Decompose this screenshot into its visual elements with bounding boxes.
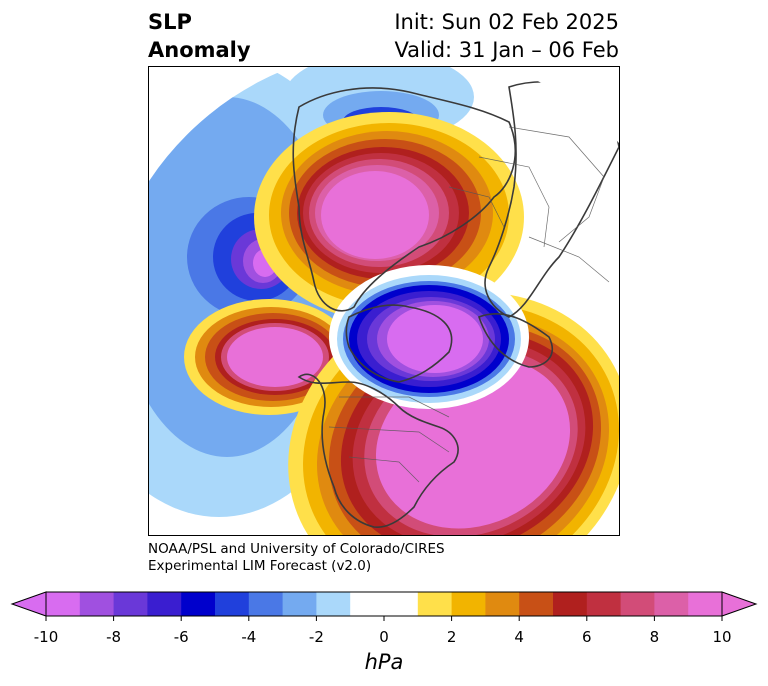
credit-line2: Experimental LIM Forecast (v2.0) xyxy=(148,558,372,574)
title-line1: SLP xyxy=(148,10,192,34)
colorbar-cell xyxy=(46,592,81,616)
colorbar-cell xyxy=(519,592,554,616)
colorbar-tick-label: 2 xyxy=(446,628,457,646)
colorbar-extend-high xyxy=(721,591,758,617)
colorbar-tick-label: 8 xyxy=(649,628,660,646)
colorbar-cell xyxy=(620,592,655,616)
map-svg xyxy=(149,67,619,535)
colorbar-cell xyxy=(79,592,115,616)
colorbar-cells xyxy=(46,592,723,616)
colorbar-cell xyxy=(350,592,385,616)
hudson-low xyxy=(329,265,529,409)
credit-text: NOAA/PSL and University of Colorado/CIRE… xyxy=(148,541,445,575)
colorbar-cell xyxy=(282,592,317,616)
credit-line1: NOAA/PSL and University of Colorado/CIRE… xyxy=(148,541,445,557)
title-left: SLP Anomaly xyxy=(148,8,251,64)
colorbar-cell xyxy=(451,592,486,616)
slp-anomaly-map xyxy=(148,66,620,536)
colorbar-unit: hPa xyxy=(364,650,404,674)
colorbar-tick-label: 6 xyxy=(582,628,592,646)
colorbar xyxy=(10,591,758,621)
colorbar-cell xyxy=(316,592,351,616)
colorbar-tick-label: -2 xyxy=(308,628,324,646)
colorbar-extend-low xyxy=(10,591,47,617)
colorbar-tick-label: 10 xyxy=(712,628,732,646)
colorbar-cell xyxy=(654,592,689,616)
colorbar-tick-label: -10 xyxy=(33,628,59,646)
colorbar-cell xyxy=(553,592,588,616)
colorbar-cell xyxy=(586,592,622,616)
colorbar-tick-label: 4 xyxy=(514,628,524,646)
colorbar-cell xyxy=(181,592,216,616)
valid-range: Valid: 31 Jan – 06 Feb xyxy=(394,38,619,62)
colorbar-cell xyxy=(384,592,419,616)
colorbar-tick-label: -8 xyxy=(106,628,122,646)
colorbar-tick-label: -4 xyxy=(241,628,257,646)
colorbar-cell xyxy=(113,592,148,616)
colorbar-cell xyxy=(215,592,250,616)
colorbar-cell xyxy=(485,592,520,616)
colorbar-tick-label: -6 xyxy=(173,628,189,646)
borders xyxy=(328,126,610,483)
colorbar-cell xyxy=(417,592,453,616)
colorbar-ticks xyxy=(45,616,723,621)
colorbar-cell xyxy=(147,592,182,616)
title-line2: Anomaly xyxy=(148,38,251,62)
anomaly-field xyxy=(149,67,619,535)
colorbar-tick-label: 0 xyxy=(379,628,389,646)
colorbar-cell xyxy=(248,592,284,616)
arctic-high xyxy=(254,112,524,322)
title-right: Init: Sun 02 Feb 2025 Valid: 31 Jan – 06… xyxy=(394,8,619,64)
init-date: Init: Sun 02 Feb 2025 xyxy=(394,10,619,34)
colorbar-cell xyxy=(688,592,723,616)
